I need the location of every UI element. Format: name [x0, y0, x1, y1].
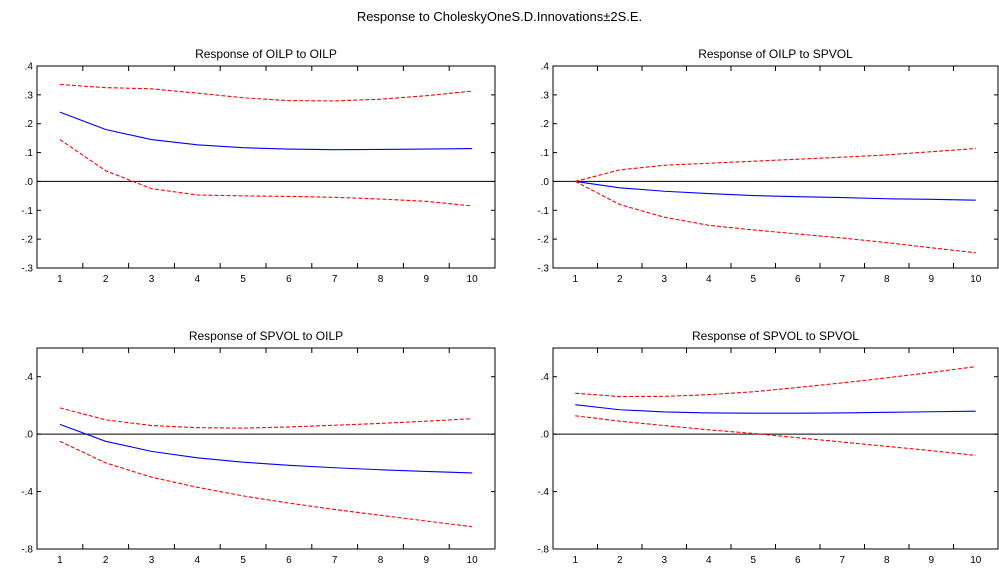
x-tick-label: 5 — [240, 274, 246, 285]
response-line — [575, 404, 976, 414]
x-tick-label: 4 — [195, 555, 201, 566]
band-lower-line — [574, 180, 976, 254]
y-tick-label: -.1 — [537, 206, 549, 217]
y-tick-label: .0 — [25, 177, 34, 188]
y-tick-label: .4 — [541, 62, 550, 73]
y-tick-label: -.4 — [537, 487, 549, 498]
x-tick-label: 7 — [332, 274, 338, 285]
x-tick-label: 9 — [928, 555, 934, 566]
x-tick-label: 5 — [750, 555, 756, 566]
y-tick-label: -.2 — [537, 235, 549, 246]
y-tick-label: -.8 — [21, 545, 33, 556]
x-tick-label: 8 — [884, 274, 890, 285]
x-tick-label: 8 — [884, 555, 890, 566]
x-tick-label: 4 — [706, 555, 712, 566]
x-tick-label: 1 — [57, 274, 63, 285]
panel-spvol-to-oilp: Response of SPVOL to OILP .4 .0 -.4 -.8 1 2 3 4 5… — [21, 329, 496, 566]
x-tick-label: 3 — [661, 555, 667, 566]
y-tick-label: .0 — [541, 177, 550, 188]
panel-spvol-to-spvol: Response of SPVOL to SPVOL .4 .0 -.4 -.8 1 2 3 4… — [537, 329, 999, 566]
y-tick-label: -.3 — [21, 264, 33, 275]
x-tick-label: 4 — [195, 274, 201, 285]
x-tick-label: 10 — [467, 555, 479, 566]
band-upper-line — [575, 366, 976, 398]
x-tick-label: 3 — [149, 274, 155, 285]
band-upper-line — [575, 147, 976, 182]
y-tick-label: .2 — [25, 119, 34, 130]
panel-oilp-to-spvol: Response of OILP to SPVOL .4 .3 .2 .1 .0 -.1 -.… — [537, 47, 999, 285]
x-tick-label: 8 — [378, 274, 384, 285]
y-tick-label: .3 — [25, 90, 34, 101]
x-tick-label: 10 — [970, 274, 982, 285]
figure-title: Response to CholeskyOneS.D.Innovations±2… — [356, 9, 643, 24]
x-tick-label: 2 — [617, 555, 623, 566]
y-tick-label: .0 — [25, 430, 34, 441]
x-tick-label: 2 — [103, 555, 109, 566]
x-tick-label: 1 — [57, 555, 63, 566]
panel-title: Response of OILP to OILP — [195, 47, 337, 61]
x-tick-label: 9 — [424, 274, 430, 285]
y-tick-label: .4 — [541, 372, 550, 383]
band-upper-line — [59, 407, 473, 429]
x-tick-label: 8 — [378, 555, 384, 566]
y-tick-label: .1 — [25, 148, 34, 159]
plot-frame — [36, 347, 496, 550]
y-tick-label: -.1 — [21, 206, 33, 217]
band-upper-line — [59, 83, 473, 102]
x-tick-label: 6 — [286, 274, 292, 285]
y-tick-label: .2 — [541, 119, 550, 130]
y-tick-label: .3 — [541, 90, 550, 101]
band-lower-line — [59, 440, 473, 528]
band-lower-line — [575, 415, 976, 456]
x-tick-label: 1 — [572, 555, 578, 566]
band-lower-line — [59, 139, 473, 207]
panel-title: Response of OILP to SPVOL — [698, 47, 853, 61]
y-tick-label: -.3 — [537, 264, 549, 275]
plot-frame — [552, 65, 999, 269]
x-tick-label: 5 — [750, 274, 756, 285]
x-tick-label: 5 — [240, 555, 246, 566]
x-tick-label: 3 — [149, 555, 155, 566]
x-tick-label: 7 — [839, 555, 845, 566]
x-tick-label: 2 — [103, 274, 109, 285]
x-tick-label: 6 — [795, 555, 801, 566]
x-tick-label: 3 — [661, 274, 667, 285]
x-tick-label: 6 — [795, 274, 801, 285]
y-tick-label: -.8 — [537, 545, 549, 556]
x-tick-label: 10 — [467, 274, 479, 285]
x-tick-label: 9 — [928, 274, 934, 285]
y-tick-label: .4 — [25, 62, 34, 73]
response-line — [59, 111, 473, 151]
x-tick-label: 4 — [706, 274, 712, 285]
x-tick-label: 9 — [424, 555, 430, 566]
y-tick-label: .1 — [541, 148, 550, 159]
x-tick-label: 10 — [970, 555, 982, 566]
x-tick-label: 6 — [286, 555, 292, 566]
panel-title: Response of SPVOL to OILP — [189, 329, 343, 343]
x-tick-label: 2 — [617, 274, 623, 285]
plot-frame — [36, 65, 496, 269]
response-line — [59, 423, 473, 474]
response-line — [575, 180, 976, 201]
panel-title: Response of SPVOL to SPVOL — [692, 329, 859, 343]
x-tick-label: 1 — [572, 274, 578, 285]
panel-oilp-to-oilp: Response of OILP to OILP .4 .3 .2 .1 .0 -.1 -.2… — [21, 47, 496, 285]
plot-frame — [552, 347, 999, 550]
y-tick-label: -.4 — [21, 487, 33, 498]
y-tick-label: .4 — [25, 372, 34, 383]
y-tick-label: .0 — [541, 430, 550, 441]
x-tick-label: 7 — [332, 555, 338, 566]
y-tick-label: -.2 — [21, 235, 33, 246]
x-tick-label: 7 — [839, 274, 845, 285]
